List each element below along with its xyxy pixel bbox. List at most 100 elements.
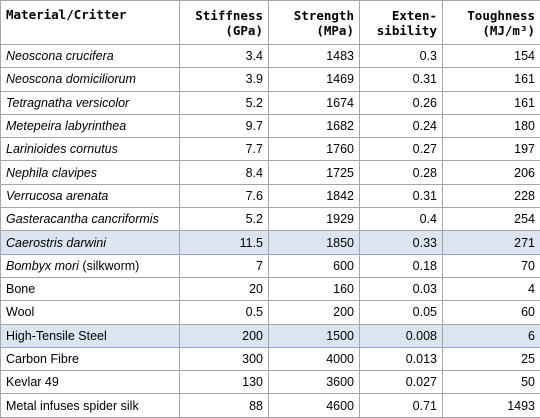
cell-strength: 1850: [269, 231, 360, 254]
cell-extensibility: 0.27: [360, 138, 443, 161]
header-stiffness-line-1: Stiffness: [185, 8, 263, 23]
cell-toughness: 70: [443, 254, 540, 277]
header-toughness-line-2: (MJ/m³): [448, 23, 535, 38]
cell-extensibility: 0.18: [360, 254, 443, 277]
cell-stiffness: 5.2: [180, 91, 269, 114]
cell-stiffness: 0.5: [180, 301, 269, 324]
material-name: Neoscona domiciliorum: [6, 72, 136, 86]
material-name: High-Tensile Steel: [6, 329, 107, 343]
cell-toughness: 228: [443, 184, 540, 207]
material-name: Carbon Fibre: [6, 352, 79, 366]
material-name: Wool: [6, 305, 34, 319]
cell-extensibility: 0.26: [360, 91, 443, 114]
cell-strength: 3600: [269, 371, 360, 394]
cell-toughness: 60: [443, 301, 540, 324]
material-name: Metal infuses spider silk: [6, 399, 139, 413]
cell-extensibility: 0.008: [360, 324, 443, 347]
cell-toughness: 271: [443, 231, 540, 254]
cell-material: Bone: [1, 277, 180, 300]
cell-stiffness: 7.6: [180, 184, 269, 207]
cell-material: Wool: [1, 301, 180, 324]
header-strength-line-2: (MPa): [274, 23, 354, 38]
cell-material: Nephila clavipes: [1, 161, 180, 184]
cell-toughness: 1493: [443, 394, 540, 417]
header-extensibility-line-1: Exten-: [365, 8, 437, 23]
table-header: Material/Critter Stiffness (GPa) Strengt…: [1, 1, 540, 45]
cell-toughness: 50: [443, 371, 540, 394]
material-name: Verrucosa arenata: [6, 189, 108, 203]
cell-material: Carbon Fibre: [1, 347, 180, 370]
header-material-line-1: Material/Critter: [6, 7, 174, 22]
cell-strength: 1674: [269, 91, 360, 114]
cell-stiffness: 11.5: [180, 231, 269, 254]
cell-material: Neoscona crucifera: [1, 45, 180, 68]
material-name: Bombyx mori: [6, 259, 79, 273]
cell-toughness: 197: [443, 138, 540, 161]
header-extensibility: Exten- sibility: [360, 1, 443, 45]
cell-material: Verrucosa arenata: [1, 184, 180, 207]
cell-toughness: 161: [443, 91, 540, 114]
cell-extensibility: 0.31: [360, 68, 443, 91]
material-name: Metepeira labyrinthea: [6, 119, 126, 133]
cell-material: Larinioides cornutus: [1, 138, 180, 161]
cell-toughness: 161: [443, 68, 540, 91]
header-material: Material/Critter: [1, 1, 180, 45]
cell-strength: 200: [269, 301, 360, 324]
cell-stiffness: 20: [180, 277, 269, 300]
cell-extensibility: 0.28: [360, 161, 443, 184]
cell-extensibility: 0.3: [360, 45, 443, 68]
cell-strength: 600: [269, 254, 360, 277]
cell-strength: 1500: [269, 324, 360, 347]
material-name-note: (silkworm): [79, 259, 139, 273]
cell-strength: 1842: [269, 184, 360, 207]
cell-stiffness: 5.2: [180, 208, 269, 231]
material-name: Bone: [6, 282, 35, 296]
header-row: Material/Critter Stiffness (GPa) Strengt…: [1, 1, 540, 45]
cell-strength: 1760: [269, 138, 360, 161]
cell-extensibility: 0.71: [360, 394, 443, 417]
cell-strength: 1469: [269, 68, 360, 91]
cell-strength: 4600: [269, 394, 360, 417]
header-stiffness-line-2: (GPa): [185, 23, 263, 38]
material-name: Kevlar 49: [6, 375, 59, 389]
cell-stiffness: 130: [180, 371, 269, 394]
material-name: Caerostris darwini: [6, 236, 106, 250]
header-toughness-line-1: Toughness: [448, 8, 535, 23]
cell-stiffness: 3.9: [180, 68, 269, 91]
material-name: Neoscona crucifera: [6, 49, 114, 63]
cell-stiffness: 200: [180, 324, 269, 347]
cell-material: Bombyx mori (silkworm): [1, 254, 180, 277]
header-toughness: Toughness (MJ/m³): [443, 1, 540, 45]
cell-material: Gasteracantha cancriformis: [1, 208, 180, 231]
cell-strength: 1483: [269, 45, 360, 68]
header-strength: Strength (MPa): [269, 1, 360, 45]
cell-stiffness: 88: [180, 394, 269, 417]
cell-stiffness: 7.7: [180, 138, 269, 161]
cell-stiffness: 3.4: [180, 45, 269, 68]
cell-strength: 1682: [269, 114, 360, 137]
cell-material: Neoscona domiciliorum: [1, 68, 180, 91]
header-extensibility-line-2: sibility: [365, 23, 437, 38]
header-stiffness: Stiffness (GPa): [180, 1, 269, 45]
cell-toughness: 254: [443, 208, 540, 231]
material-name: Tetragnatha versicolor: [6, 96, 129, 110]
cell-toughness: 25: [443, 347, 540, 370]
cell-toughness: 6: [443, 324, 540, 347]
cell-extensibility: 0.33: [360, 231, 443, 254]
cell-extensibility: 0.24: [360, 114, 443, 137]
cell-material: Metal infuses spider silk: [1, 394, 180, 417]
